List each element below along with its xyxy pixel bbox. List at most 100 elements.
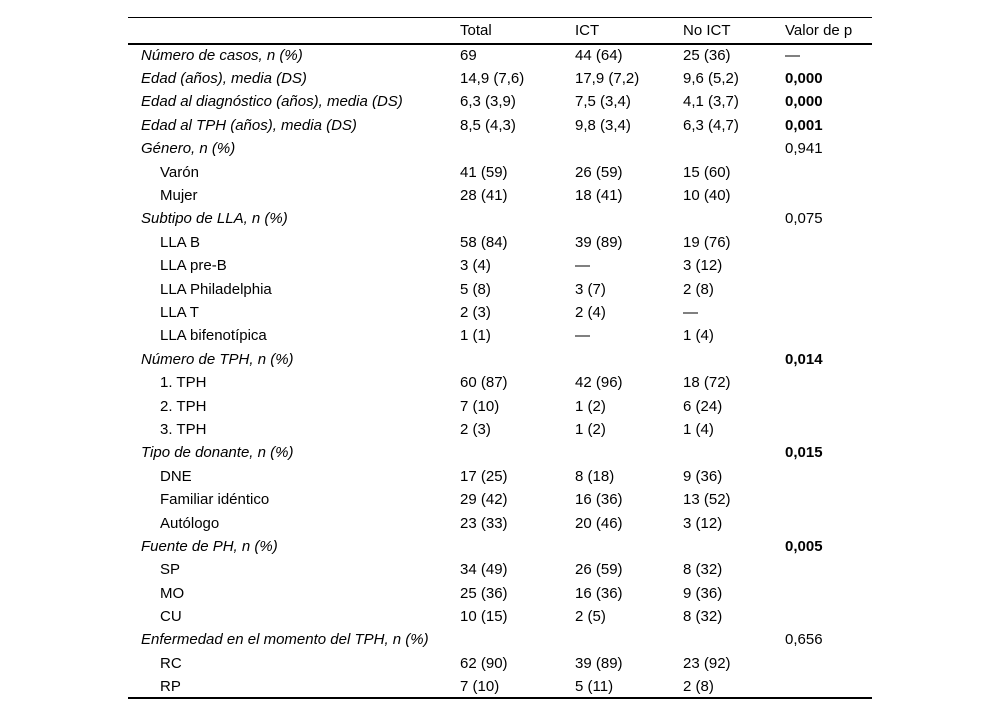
p-value-cell: —: [785, 47, 800, 65]
no-ict-cell: 23 (92): [683, 654, 731, 672]
no-ict-cell: 6,3 (4,7): [683, 116, 739, 134]
table-row: LLA pre-B 3 (4) — 3 (12): [128, 254, 872, 277]
no-ict-cell: 9 (36): [683, 584, 723, 602]
p-value-cell: [785, 581, 872, 604]
table-row: DNE 17 (25) 8 (18) 9 (36): [128, 465, 872, 488]
total-cell: 5 (8): [460, 280, 491, 298]
table-row: SP 34 (49) 26 (59) 8 (32): [128, 558, 872, 581]
table-row: MO 25 (36) 16 (36) 9 (36): [128, 581, 872, 604]
p-value-cell: 0,000: [785, 93, 823, 111]
row-label: LLA T: [160, 303, 199, 321]
total-cell: 2 (3): [460, 420, 491, 438]
ict-cell: [575, 348, 683, 371]
no-ict-cell: 13 (52): [683, 491, 731, 509]
clinical-characteristics-table: Total ICT No ICT Valor de p Número de ca…: [128, 17, 872, 700]
table-row: LLA Philadelphia 5 (8) 3 (7) 2 (8): [128, 277, 872, 300]
total-cell: [460, 207, 575, 230]
row-label: Fuente de PH, n (%): [141, 537, 278, 555]
p-value-cell: 0,005: [785, 537, 823, 555]
total-cell: 60 (87): [460, 374, 508, 392]
table-row: 1. TPH 60 (87) 42 (96) 18 (72): [128, 371, 872, 394]
no-ict-cell: [683, 535, 785, 558]
table-row: Edad (años), media (DS) 14,9 (7,6) 17,9 (7…: [128, 67, 872, 90]
total-cell: 69: [460, 47, 477, 65]
total-cell: 3 (4): [460, 257, 491, 275]
row-label: 1. TPH: [160, 374, 207, 392]
p-value-cell: [785, 254, 872, 277]
ict-cell: 2 (5): [575, 608, 606, 626]
p-value-cell: [785, 652, 872, 675]
row-label: LLA bifenotípica: [160, 327, 267, 345]
row-label: Subtipo de LLA, n (%): [141, 210, 288, 228]
total-cell: 1 (1): [460, 327, 491, 345]
no-ict-cell: 8 (32): [683, 608, 723, 626]
p-value-cell: [785, 394, 872, 417]
table-row: LLA bifenotípica 1 (1) — 1 (4): [128, 324, 872, 347]
total-cell: 34 (49): [460, 561, 508, 579]
header-total: Total: [460, 21, 492, 39]
p-value-cell: 0,015: [785, 444, 823, 462]
no-ict-cell: [683, 137, 785, 160]
total-cell: 58 (84): [460, 233, 508, 251]
no-ict-cell: 8 (32): [683, 561, 723, 579]
table-row: Subtipo de LLA, n (%) 0,075: [128, 207, 872, 230]
ict-cell: 42 (96): [575, 374, 623, 392]
ict-cell: 7,5 (3,4): [575, 93, 631, 111]
row-label: Número de casos, n (%): [141, 47, 303, 65]
no-ict-cell: 1 (4): [683, 327, 714, 345]
row-label: Familiar idéntico: [160, 491, 270, 509]
ict-cell: 17,9 (7,2): [575, 70, 640, 88]
p-value-cell: [785, 301, 872, 324]
p-value-cell: [785, 160, 872, 183]
table-row: Enfermedad en el momento del TPH, n (%) 0…: [128, 628, 872, 651]
p-value-cell: [785, 324, 872, 347]
ict-cell: [575, 628, 683, 651]
ict-cell: 16 (36): [575, 491, 623, 509]
row-label: Número de TPH, n (%): [141, 350, 294, 368]
row-label: Edad al TPH (años), media (DS): [141, 116, 357, 134]
ict-cell: 26 (59): [575, 163, 623, 181]
table-row: Edad al diagnóstico (años), media (DS) 6,…: [128, 90, 872, 113]
table-row: Fuente de PH, n (%) 0,005: [128, 535, 872, 558]
ict-cell: 5 (11): [575, 677, 614, 695]
total-cell: [460, 535, 575, 558]
p-value-cell: [785, 184, 872, 207]
row-label: LLA Philadelphia: [160, 280, 272, 298]
total-cell: 41 (59): [460, 163, 508, 181]
no-ict-cell: 18 (72): [683, 374, 731, 392]
total-cell: 2 (3): [460, 303, 491, 321]
row-label: LLA pre-B: [160, 257, 227, 275]
p-value-cell: 0,656: [785, 631, 823, 649]
ict-cell: 8 (18): [575, 467, 615, 485]
total-cell: 10 (15): [460, 608, 508, 626]
row-label: Edad al diagnóstico (años), media (DS): [141, 93, 403, 111]
no-ict-cell: 9,6 (5,2): [683, 70, 739, 88]
total-cell: [460, 348, 575, 371]
header-no-ict: No ICT: [683, 21, 731, 39]
no-ict-cell: [683, 348, 785, 371]
table-body: Número de casos, n (%) 69 44 (64) 25 (36) — E…: [128, 44, 872, 699]
p-value-cell: 0,014: [785, 350, 823, 368]
row-label: 3. TPH: [160, 420, 207, 438]
no-ict-cell: 6 (24): [683, 397, 723, 415]
header-empty: [128, 18, 460, 44]
ict-cell: 2 (4): [575, 303, 606, 321]
table-row: Número de TPH, n (%) 0,014: [128, 348, 872, 371]
row-label: Varón: [160, 163, 199, 181]
no-ict-cell: —: [683, 303, 698, 321]
table-row: LLA T 2 (3) 2 (4) —: [128, 301, 872, 324]
p-value-cell: [785, 511, 872, 534]
table-row: 2. TPH 7 (10) 1 (2) 6 (24): [128, 394, 872, 417]
ict-cell: [575, 207, 683, 230]
row-label: Mujer: [160, 187, 198, 205]
total-cell: 25 (36): [460, 584, 508, 602]
total-cell: 28 (41): [460, 187, 508, 205]
total-cell: 17 (25): [460, 467, 508, 485]
ict-cell: —: [575, 257, 590, 275]
row-label: Género, n (%): [141, 140, 236, 158]
table-row: Edad al TPH (años), media (DS) 8,5 (4,3) 9…: [128, 114, 872, 137]
p-value-cell: 0,001: [785, 116, 823, 134]
total-cell: 6,3 (3,9): [460, 93, 516, 111]
total-cell: 14,9 (7,6): [460, 70, 525, 88]
